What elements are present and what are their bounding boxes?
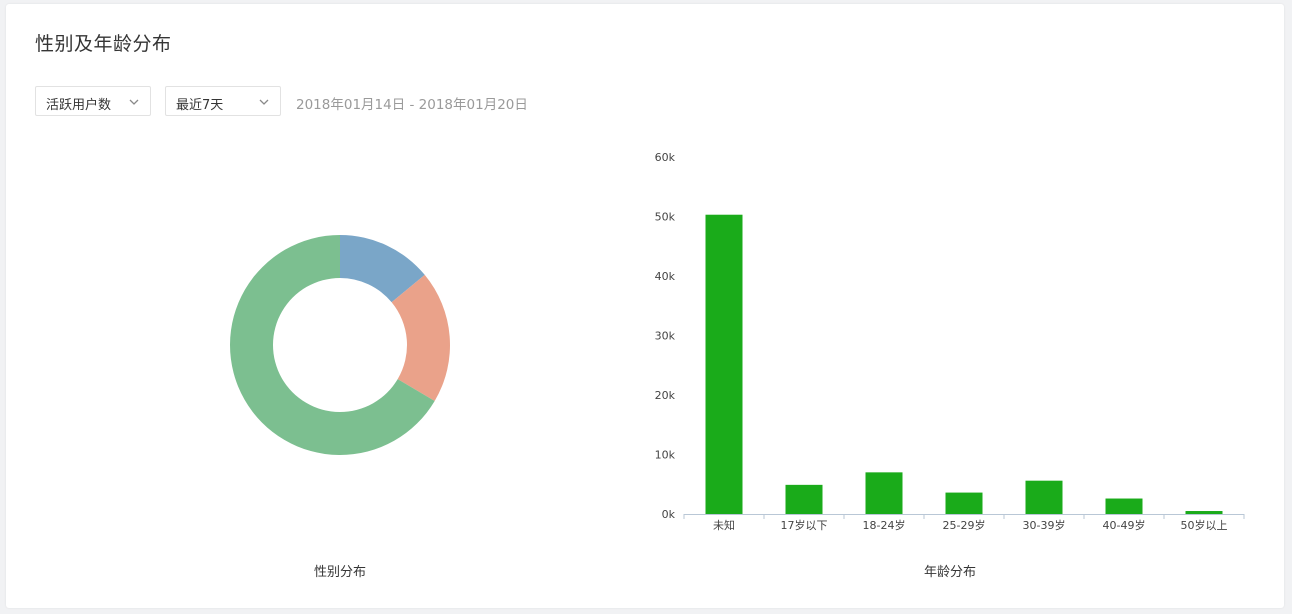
y-tick-label: 20k bbox=[655, 389, 676, 402]
bar-6[interactable] bbox=[1185, 511, 1223, 514]
range-select[interactable]: 最近7天 bbox=[165, 86, 281, 116]
bar-3[interactable] bbox=[945, 492, 983, 514]
range-select-label: 最近7天 bbox=[176, 98, 224, 113]
y-tick-label: 60k bbox=[655, 151, 676, 164]
y-tick-label: 0k bbox=[662, 508, 676, 521]
bar-2[interactable] bbox=[865, 472, 903, 514]
x-tick-label: 17岁以下 bbox=[781, 518, 828, 532]
gender-chart-title: 性别分布 bbox=[313, 565, 367, 580]
x-tick-label: 30-39岁 bbox=[1023, 518, 1066, 532]
bar-1[interactable] bbox=[785, 484, 823, 514]
bar-4[interactable] bbox=[1025, 480, 1063, 514]
bar-0[interactable] bbox=[705, 214, 743, 514]
chevron-down-icon bbox=[129, 99, 139, 105]
gender-donut-chart bbox=[229, 234, 450, 455]
x-tick-label: 40-49岁 bbox=[1103, 518, 1146, 532]
donut-slice-1[interactable] bbox=[391, 274, 450, 401]
y-tick-label: 10k bbox=[655, 449, 676, 462]
date-range-text: 2018年01月14日 - 2018年01月20日 bbox=[296, 97, 528, 113]
donut-slice-2[interactable] bbox=[229, 234, 435, 455]
metric-select-label: 活跃用户数 bbox=[46, 98, 112, 113]
metric-select[interactable]: 活跃用户数 bbox=[35, 86, 151, 116]
x-tick-label: 25-29岁 bbox=[943, 518, 986, 532]
y-tick-label: 30k bbox=[655, 330, 676, 343]
y-tick-label: 40k bbox=[655, 270, 676, 283]
chevron-down-icon bbox=[259, 99, 269, 105]
donut-slice-0[interactable] bbox=[340, 235, 425, 303]
page-title: 性别及年龄分布 bbox=[35, 33, 172, 55]
x-tick-label: 50岁以上 bbox=[1181, 518, 1228, 532]
bar-5[interactable] bbox=[1105, 498, 1143, 514]
age-chart-title: 年龄分布 bbox=[923, 565, 977, 580]
y-tick-label: 50k bbox=[655, 211, 676, 224]
x-tick-label: 未知 bbox=[713, 518, 735, 532]
x-tick-label: 18-24岁 bbox=[863, 518, 906, 532]
